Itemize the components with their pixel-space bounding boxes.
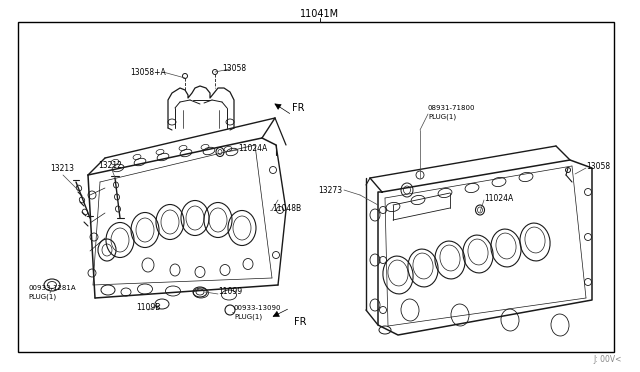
Text: 13212: 13212 (98, 160, 122, 170)
Text: 11024A: 11024A (484, 193, 513, 202)
Text: 00933-1281A: 00933-1281A (28, 285, 76, 291)
Text: 13213: 13213 (50, 164, 74, 173)
Text: 08931-71800: 08931-71800 (428, 105, 476, 111)
Text: PLUG(1): PLUG(1) (428, 114, 456, 120)
Text: 1109B: 1109B (136, 304, 160, 312)
Text: 11048B: 11048B (272, 203, 301, 212)
Text: 13058+A: 13058+A (130, 67, 166, 77)
Text: 13058: 13058 (586, 161, 610, 170)
Text: 11099: 11099 (218, 288, 242, 296)
Bar (18, 22, 614, 352)
Text: FR: FR (294, 317, 307, 327)
Text: 11024A: 11024A (238, 144, 268, 153)
Text: 13273: 13273 (318, 186, 342, 195)
Text: PLUG(1): PLUG(1) (28, 294, 56, 300)
Text: PLUG(1): PLUG(1) (234, 314, 262, 320)
Text: 13058: 13058 (222, 64, 246, 73)
Text: 00933-13090: 00933-13090 (234, 305, 282, 311)
Text: 11041M: 11041M (300, 9, 340, 19)
Text: J: 00V<: J: 00V< (594, 356, 622, 365)
Text: FR: FR (292, 103, 305, 113)
